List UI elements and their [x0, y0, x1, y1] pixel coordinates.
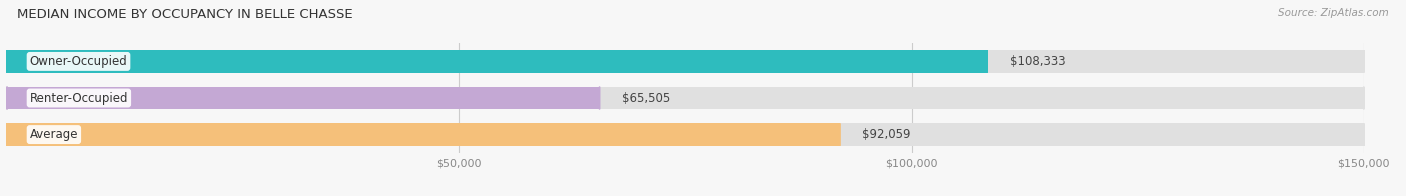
Bar	[7, 50, 987, 73]
Text: Owner-Occupied: Owner-Occupied	[30, 55, 128, 68]
Bar	[7, 50, 1364, 73]
Bar	[7, 87, 1364, 109]
Text: Average: Average	[30, 128, 79, 141]
Bar	[7, 87, 599, 109]
Text: $92,059: $92,059	[862, 128, 911, 141]
Text: $108,333: $108,333	[1010, 55, 1066, 68]
Text: $65,505: $65,505	[621, 92, 671, 104]
Text: Source: ZipAtlas.com: Source: ZipAtlas.com	[1278, 8, 1389, 18]
Bar	[7, 123, 839, 146]
Text: MEDIAN INCOME BY OCCUPANCY IN BELLE CHASSE: MEDIAN INCOME BY OCCUPANCY IN BELLE CHAS…	[17, 8, 353, 21]
Bar	[7, 123, 1364, 146]
Text: Renter-Occupied: Renter-Occupied	[30, 92, 128, 104]
